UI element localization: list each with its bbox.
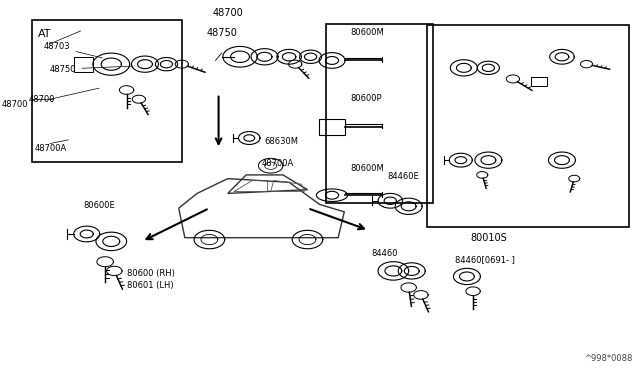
Text: 68630M: 68630M: [264, 137, 298, 145]
Bar: [74, 57, 93, 71]
Text: ^998*0088: ^998*0088: [584, 354, 632, 363]
Text: 80600P: 80600P: [351, 94, 382, 103]
Text: 84460[0691- ]: 84460[0691- ]: [454, 255, 515, 264]
Text: 84460E: 84460E: [387, 171, 419, 181]
Text: 80600M: 80600M: [351, 164, 384, 173]
Text: 80010S: 80010S: [470, 233, 507, 243]
Text: 48750: 48750: [206, 29, 237, 38]
Bar: [31, 20, 182, 162]
Text: 80600E: 80600E: [84, 201, 115, 210]
Text: 48700A: 48700A: [262, 159, 294, 168]
Text: 48700A: 48700A: [35, 144, 67, 153]
Bar: [531, 77, 547, 86]
Bar: [427, 25, 629, 227]
Text: 80600 (RH): 80600 (RH): [127, 269, 175, 279]
Text: 48750: 48750: [50, 64, 133, 74]
Text: 48703: 48703: [44, 42, 102, 58]
Text: 80601 (LH): 80601 (LH): [127, 280, 173, 289]
Text: 48700: 48700: [212, 8, 243, 18]
Text: 84460: 84460: [372, 249, 398, 258]
Text: AT: AT: [38, 29, 51, 39]
Text: 48700: 48700: [28, 95, 55, 104]
Bar: [326, 23, 433, 203]
Text: 48700: 48700: [2, 100, 28, 109]
Text: 80600M: 80600M: [351, 28, 384, 36]
